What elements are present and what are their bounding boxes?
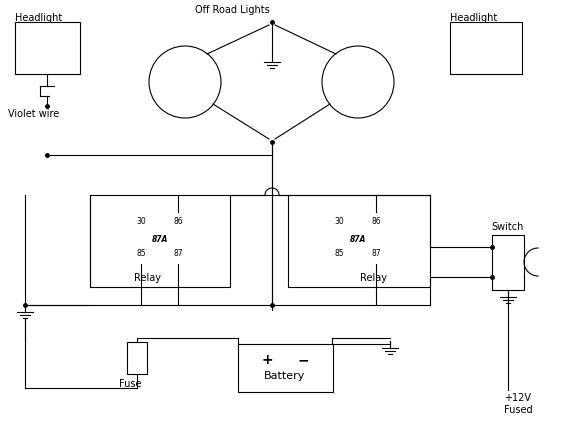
- Bar: [127, 342, 147, 374]
- Text: Fuse: Fuse: [119, 379, 141, 389]
- Text: 86: 86: [173, 218, 183, 226]
- Bar: [90, 195, 230, 287]
- Text: +12V: +12V: [504, 393, 531, 403]
- Text: Violet wire: Violet wire: [8, 109, 59, 119]
- Bar: [238, 344, 333, 392]
- Circle shape: [149, 46, 221, 118]
- Text: −: −: [297, 353, 309, 367]
- Text: Battery: Battery: [264, 371, 306, 381]
- Bar: [288, 195, 430, 287]
- Text: 87A: 87A: [152, 235, 168, 245]
- Text: Relay: Relay: [360, 273, 387, 283]
- Text: 87: 87: [371, 249, 381, 259]
- Text: 30: 30: [334, 218, 344, 226]
- Circle shape: [322, 46, 394, 118]
- Bar: [492, 235, 524, 290]
- Text: 85: 85: [136, 249, 146, 259]
- Bar: [330, 212, 386, 264]
- Text: Off Road Lights: Off Road Lights: [195, 5, 270, 15]
- Text: 86: 86: [371, 218, 381, 226]
- Text: Fused: Fused: [504, 405, 532, 415]
- Text: +: +: [261, 353, 273, 367]
- Text: Switch: Switch: [492, 222, 524, 232]
- Bar: [450, 22, 522, 74]
- Bar: [15, 22, 80, 74]
- Bar: [132, 212, 188, 264]
- Text: 87A: 87A: [350, 235, 366, 245]
- Text: 30: 30: [136, 218, 146, 226]
- Text: Relay: Relay: [134, 273, 161, 283]
- Text: Headlight: Headlight: [450, 13, 497, 23]
- Text: 87: 87: [173, 249, 183, 259]
- Text: Headlight: Headlight: [15, 13, 62, 23]
- Text: 85: 85: [334, 249, 344, 259]
